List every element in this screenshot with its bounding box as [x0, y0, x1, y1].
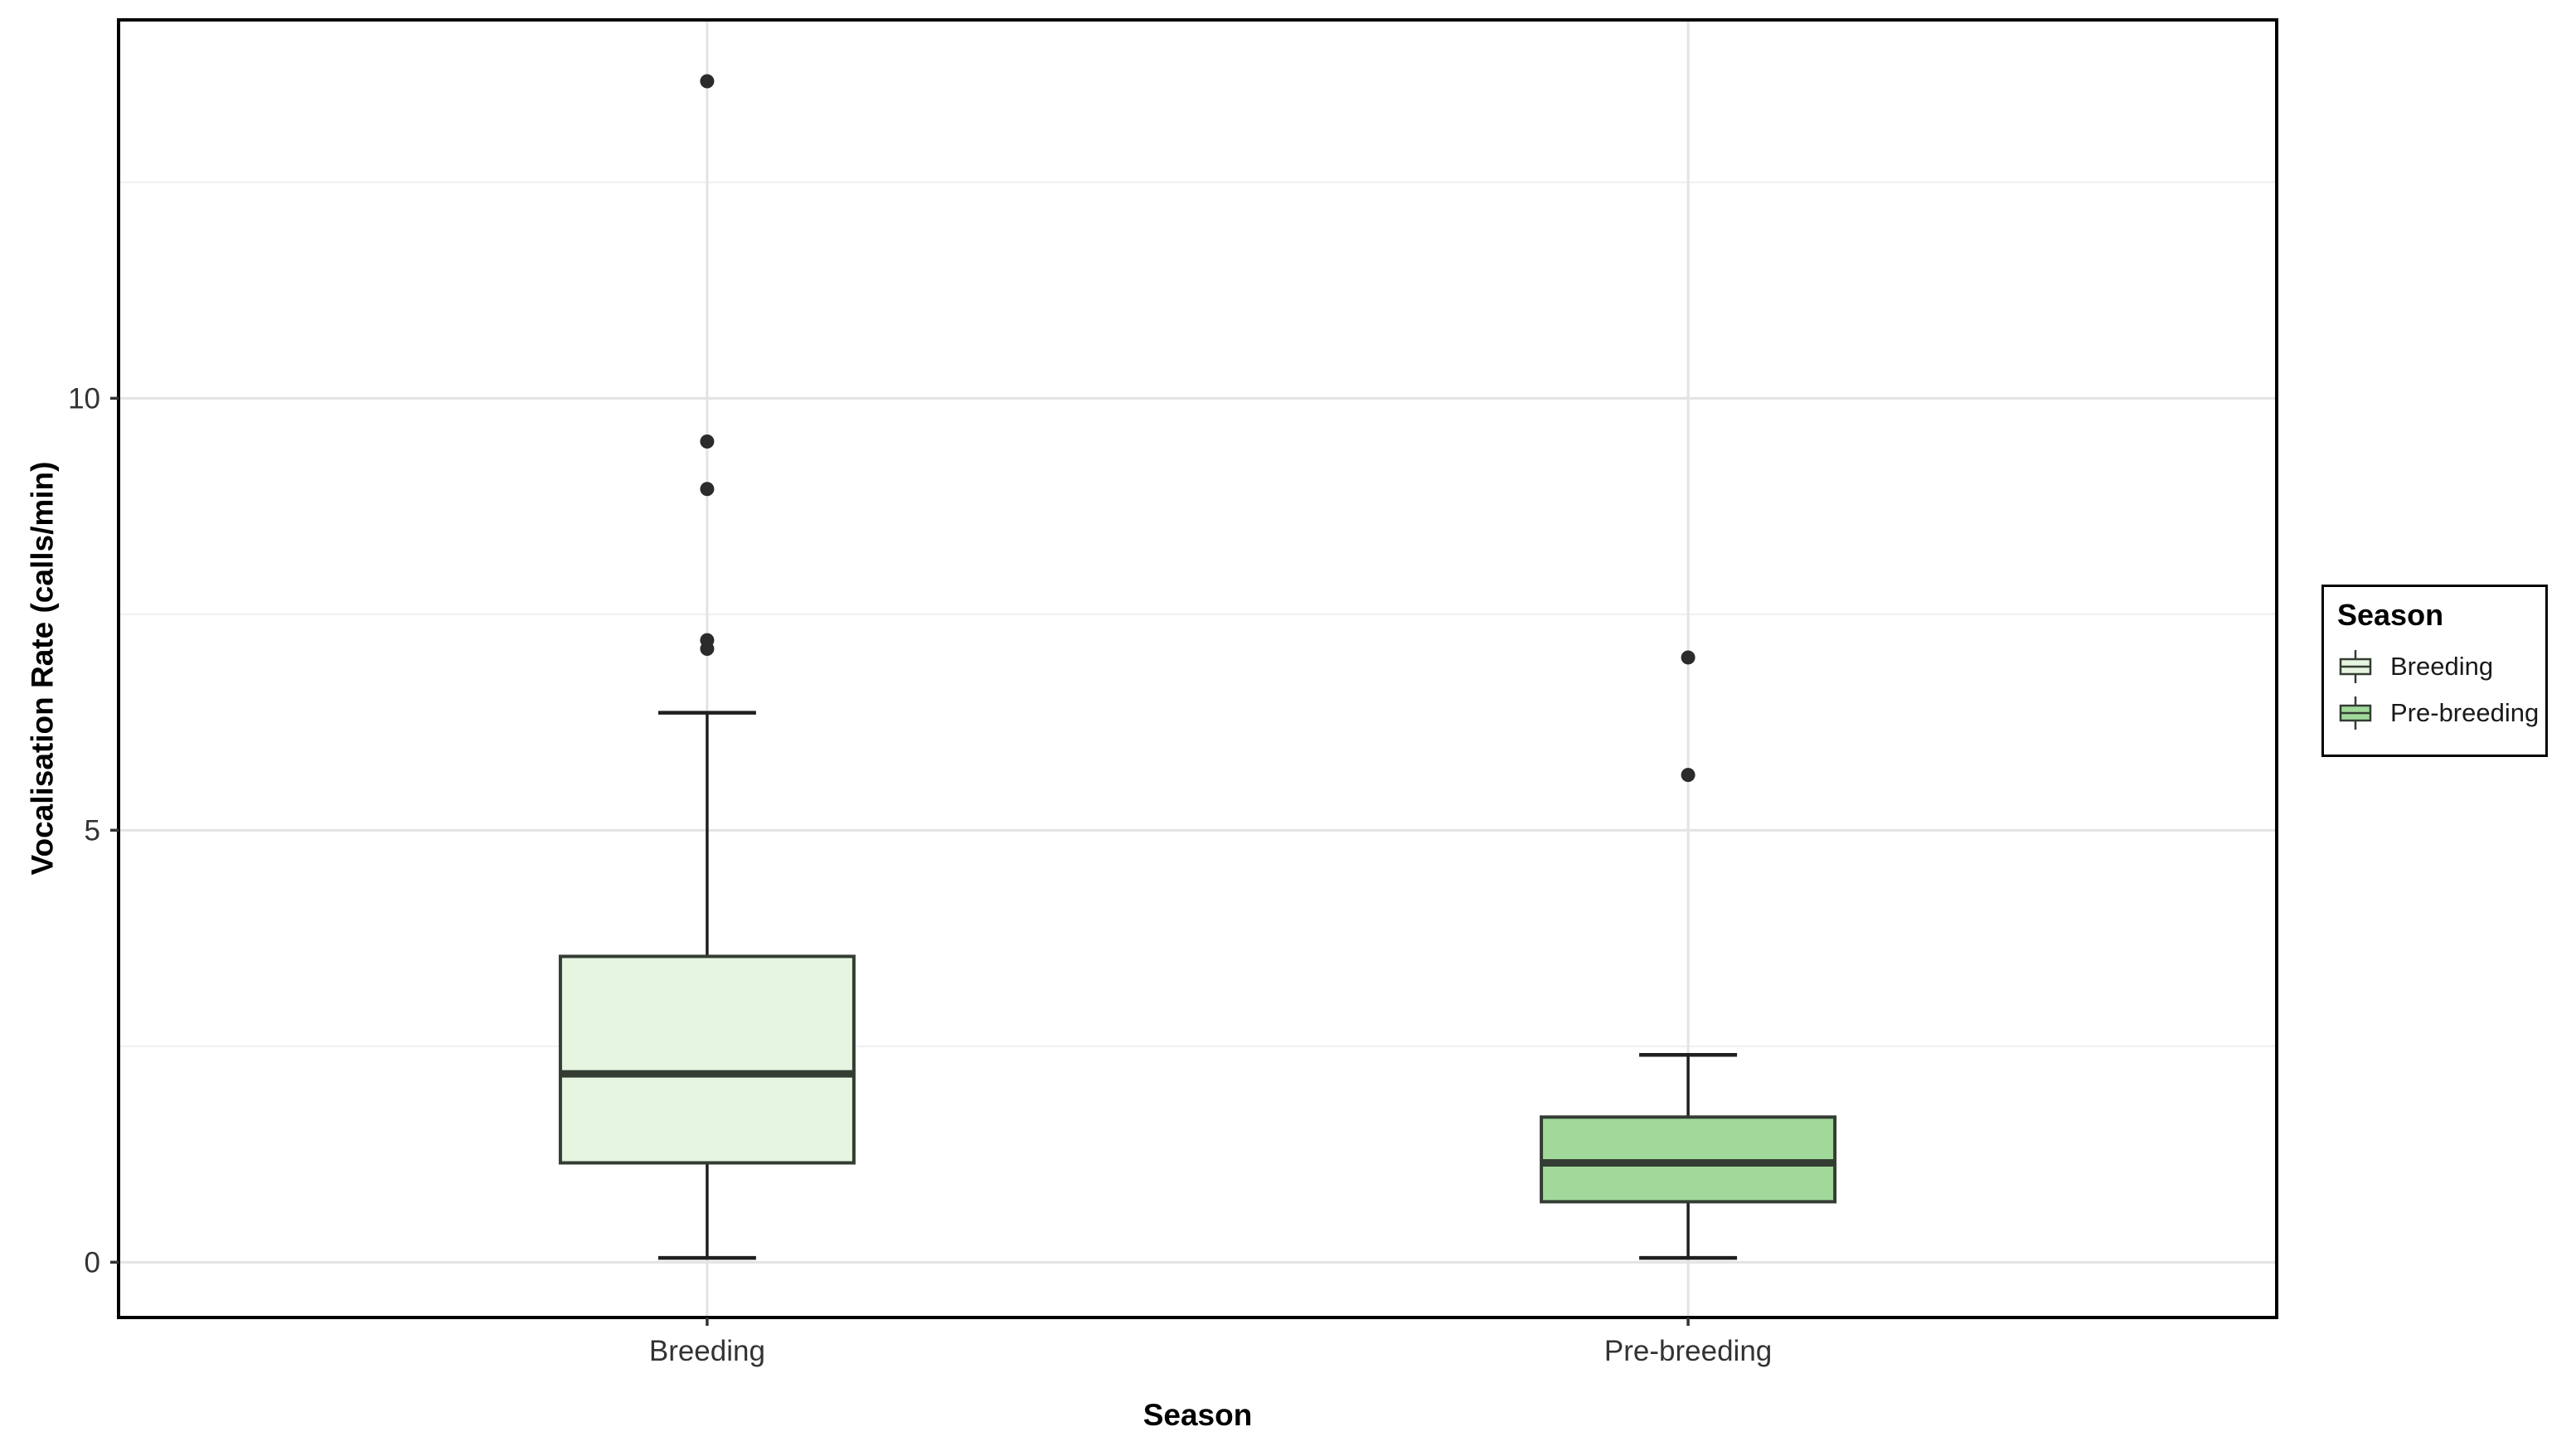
panel-border: [117, 18, 2278, 1319]
y-tick-label: 0: [85, 1247, 100, 1279]
outlier-point-breeding: [700, 633, 715, 648]
boxplot-key-icon: [2339, 696, 2372, 730]
legend-item-label: Pre-breeding: [2390, 697, 2540, 727]
legend-item-label: Breeding: [2390, 651, 2494, 681]
x-category-label: Breeding: [649, 1335, 765, 1367]
y-axis-title: Vocalisation Rate (calls/min): [25, 461, 60, 876]
box-breeding: [558, 954, 856, 1165]
boxplot-key-icon: [2339, 649, 2372, 683]
legend: Season Breeding Pre-breeding: [2321, 585, 2548, 757]
outlier-point-pre-breeding: [1681, 650, 1696, 665]
outlier-point-pre-breeding: [1681, 768, 1696, 783]
legend-title: Season: [2337, 598, 2444, 632]
y-tick-label: 10: [68, 383, 100, 415]
y-tick-label: 5: [85, 815, 100, 847]
legend-item: Breeding: [2337, 643, 2532, 690]
outlier-point-breeding: [700, 74, 715, 89]
x-category-label: Pre-breeding: [1604, 1335, 1772, 1367]
outlier-point-breeding: [700, 434, 715, 449]
legend-item: Pre-breeding: [2337, 690, 2539, 736]
outlier-point-breeding: [700, 482, 715, 497]
x-axis-title: Season: [1142, 1398, 1253, 1432]
